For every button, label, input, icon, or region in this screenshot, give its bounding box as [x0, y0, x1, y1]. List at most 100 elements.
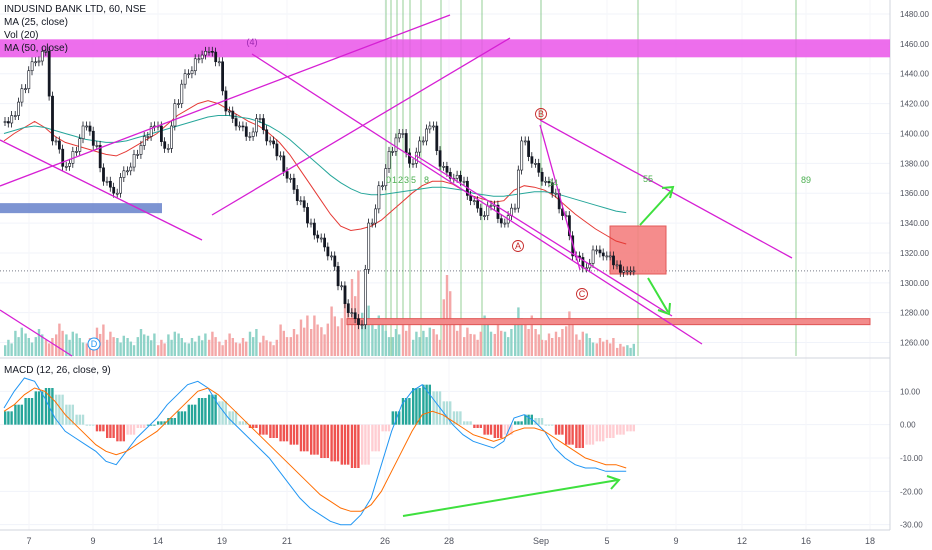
- macd-histogram-bar: [20, 404, 23, 425]
- macd-histogram-bar: [534, 418, 537, 425]
- volume-bar: [143, 334, 146, 356]
- candle-body: [483, 215, 486, 217]
- candle-body: [142, 136, 146, 146]
- macd-histogram-bar: [496, 424, 500, 438]
- candle-body: [98, 145, 102, 169]
- fib-label: 5: [411, 175, 416, 185]
- volume-bar: [255, 329, 258, 356]
- volume-bar: [51, 338, 54, 356]
- volume-bar: [438, 339, 442, 356]
- volume-bar: [259, 342, 262, 356]
- volume-bar: [394, 329, 398, 356]
- macd-histogram-bar: [126, 424, 129, 435]
- macd-histogram-bar: [483, 424, 486, 435]
- volume-bar: [510, 329, 513, 356]
- volume-bar: [343, 302, 347, 356]
- volume-bar: [361, 312, 364, 356]
- macd-histogram-bar: [632, 424, 635, 432]
- volume-bar: [354, 296, 357, 356]
- macd-histogram-bar: [323, 424, 326, 458]
- candle-body: [268, 140, 272, 143]
- fib-label: 34: [548, 178, 558, 188]
- volume-bar: [537, 334, 540, 356]
- candle-body: [554, 192, 558, 195]
- volume-bar: [269, 341, 272, 356]
- macd-histogram-bar: [476, 424, 479, 428]
- volume-bar: [218, 341, 221, 356]
- dividend-label: D: [91, 339, 98, 349]
- volume-bar: [221, 345, 224, 356]
- support-zone: [346, 318, 871, 326]
- volume-bar: [330, 306, 333, 356]
- macd-histogram-bar: [303, 424, 306, 452]
- macd-histogram-bar: [51, 388, 54, 425]
- candle-body: [51, 95, 54, 142]
- price-tick-label: 1260.00: [900, 339, 929, 348]
- macd-histogram-bar: [106, 424, 109, 438]
- volume-bar: [469, 333, 472, 356]
- macd-histogram-bar: [412, 388, 415, 425]
- candle-body: [85, 125, 89, 128]
- candle-body: [3, 121, 7, 123]
- macd-histogram-bar: [330, 424, 333, 462]
- fib-label: 55: [643, 174, 653, 184]
- candle-body: [435, 125, 439, 151]
- candle-body: [13, 115, 17, 117]
- candle-body: [265, 129, 269, 142]
- macd-histogram-bar: [561, 424, 564, 435]
- volume-bar: [435, 334, 438, 356]
- volume-bar: [313, 315, 316, 356]
- volume-bar: [75, 333, 78, 356]
- macd-histogram-bar: [221, 401, 224, 425]
- candle-body: [401, 133, 405, 135]
- price-tick-label: 1340.00: [900, 219, 929, 228]
- macd-histogram-bar: [418, 388, 421, 425]
- volume-bar: [285, 337, 289, 356]
- macd-histogram-bar: [180, 411, 183, 425]
- volume-bar: [554, 331, 558, 356]
- volume-bar: [585, 333, 588, 356]
- macd-histogram-bar: [507, 424, 510, 435]
- macd-histogram-bar: [473, 424, 476, 428]
- volume-bar: [157, 345, 160, 356]
- macd-histogram-bar: [153, 424, 156, 426]
- macd-histogram-bar: [296, 424, 299, 445]
- candle-body: [275, 143, 279, 157]
- volume-bar: [616, 347, 619, 356]
- volume-bar: [387, 337, 391, 356]
- resistance-zone: [0, 39, 890, 58]
- candle-body: [244, 126, 248, 137]
- macd-histogram-bar: [78, 414, 81, 425]
- macd-histogram-bar: [422, 384, 425, 425]
- trend-line: [0, 139, 203, 241]
- volume-bar: [310, 329, 313, 356]
- candle-body: [489, 204, 493, 207]
- macd-histogram-bar: [44, 388, 48, 425]
- macd-histogram-bar: [371, 424, 374, 452]
- time-tick-label: 28: [444, 536, 454, 546]
- candle-body: [397, 133, 401, 139]
- macd-histogram-bar: [99, 424, 102, 432]
- candle-body: [432, 125, 435, 128]
- macd-histogram-bar: [285, 424, 289, 442]
- candle-body: [363, 269, 367, 325]
- volume-bar: [160, 339, 163, 356]
- macd-histogram-bar: [306, 424, 309, 452]
- macd-pane: [3, 377, 635, 526]
- volume-bar: [167, 334, 170, 356]
- macd-histogram-bar: [61, 394, 64, 425]
- macd-histogram-bar: [170, 418, 173, 425]
- macd-tick-label: -30.00: [900, 521, 923, 530]
- candle-body: [455, 174, 459, 179]
- macd-histogram-bar: [554, 424, 558, 435]
- candle-body: [183, 73, 187, 85]
- candle-body: [228, 110, 231, 113]
- macd-histogram-bar: [7, 411, 10, 425]
- candle-body: [204, 51, 207, 56]
- wave-label-4: (4): [247, 37, 258, 47]
- volume-bar: [350, 279, 354, 356]
- candle-body: [479, 207, 483, 216]
- trend-line: [539, 119, 793, 259]
- macd-histogram-bar: [65, 404, 68, 425]
- candle-body: [360, 324, 364, 326]
